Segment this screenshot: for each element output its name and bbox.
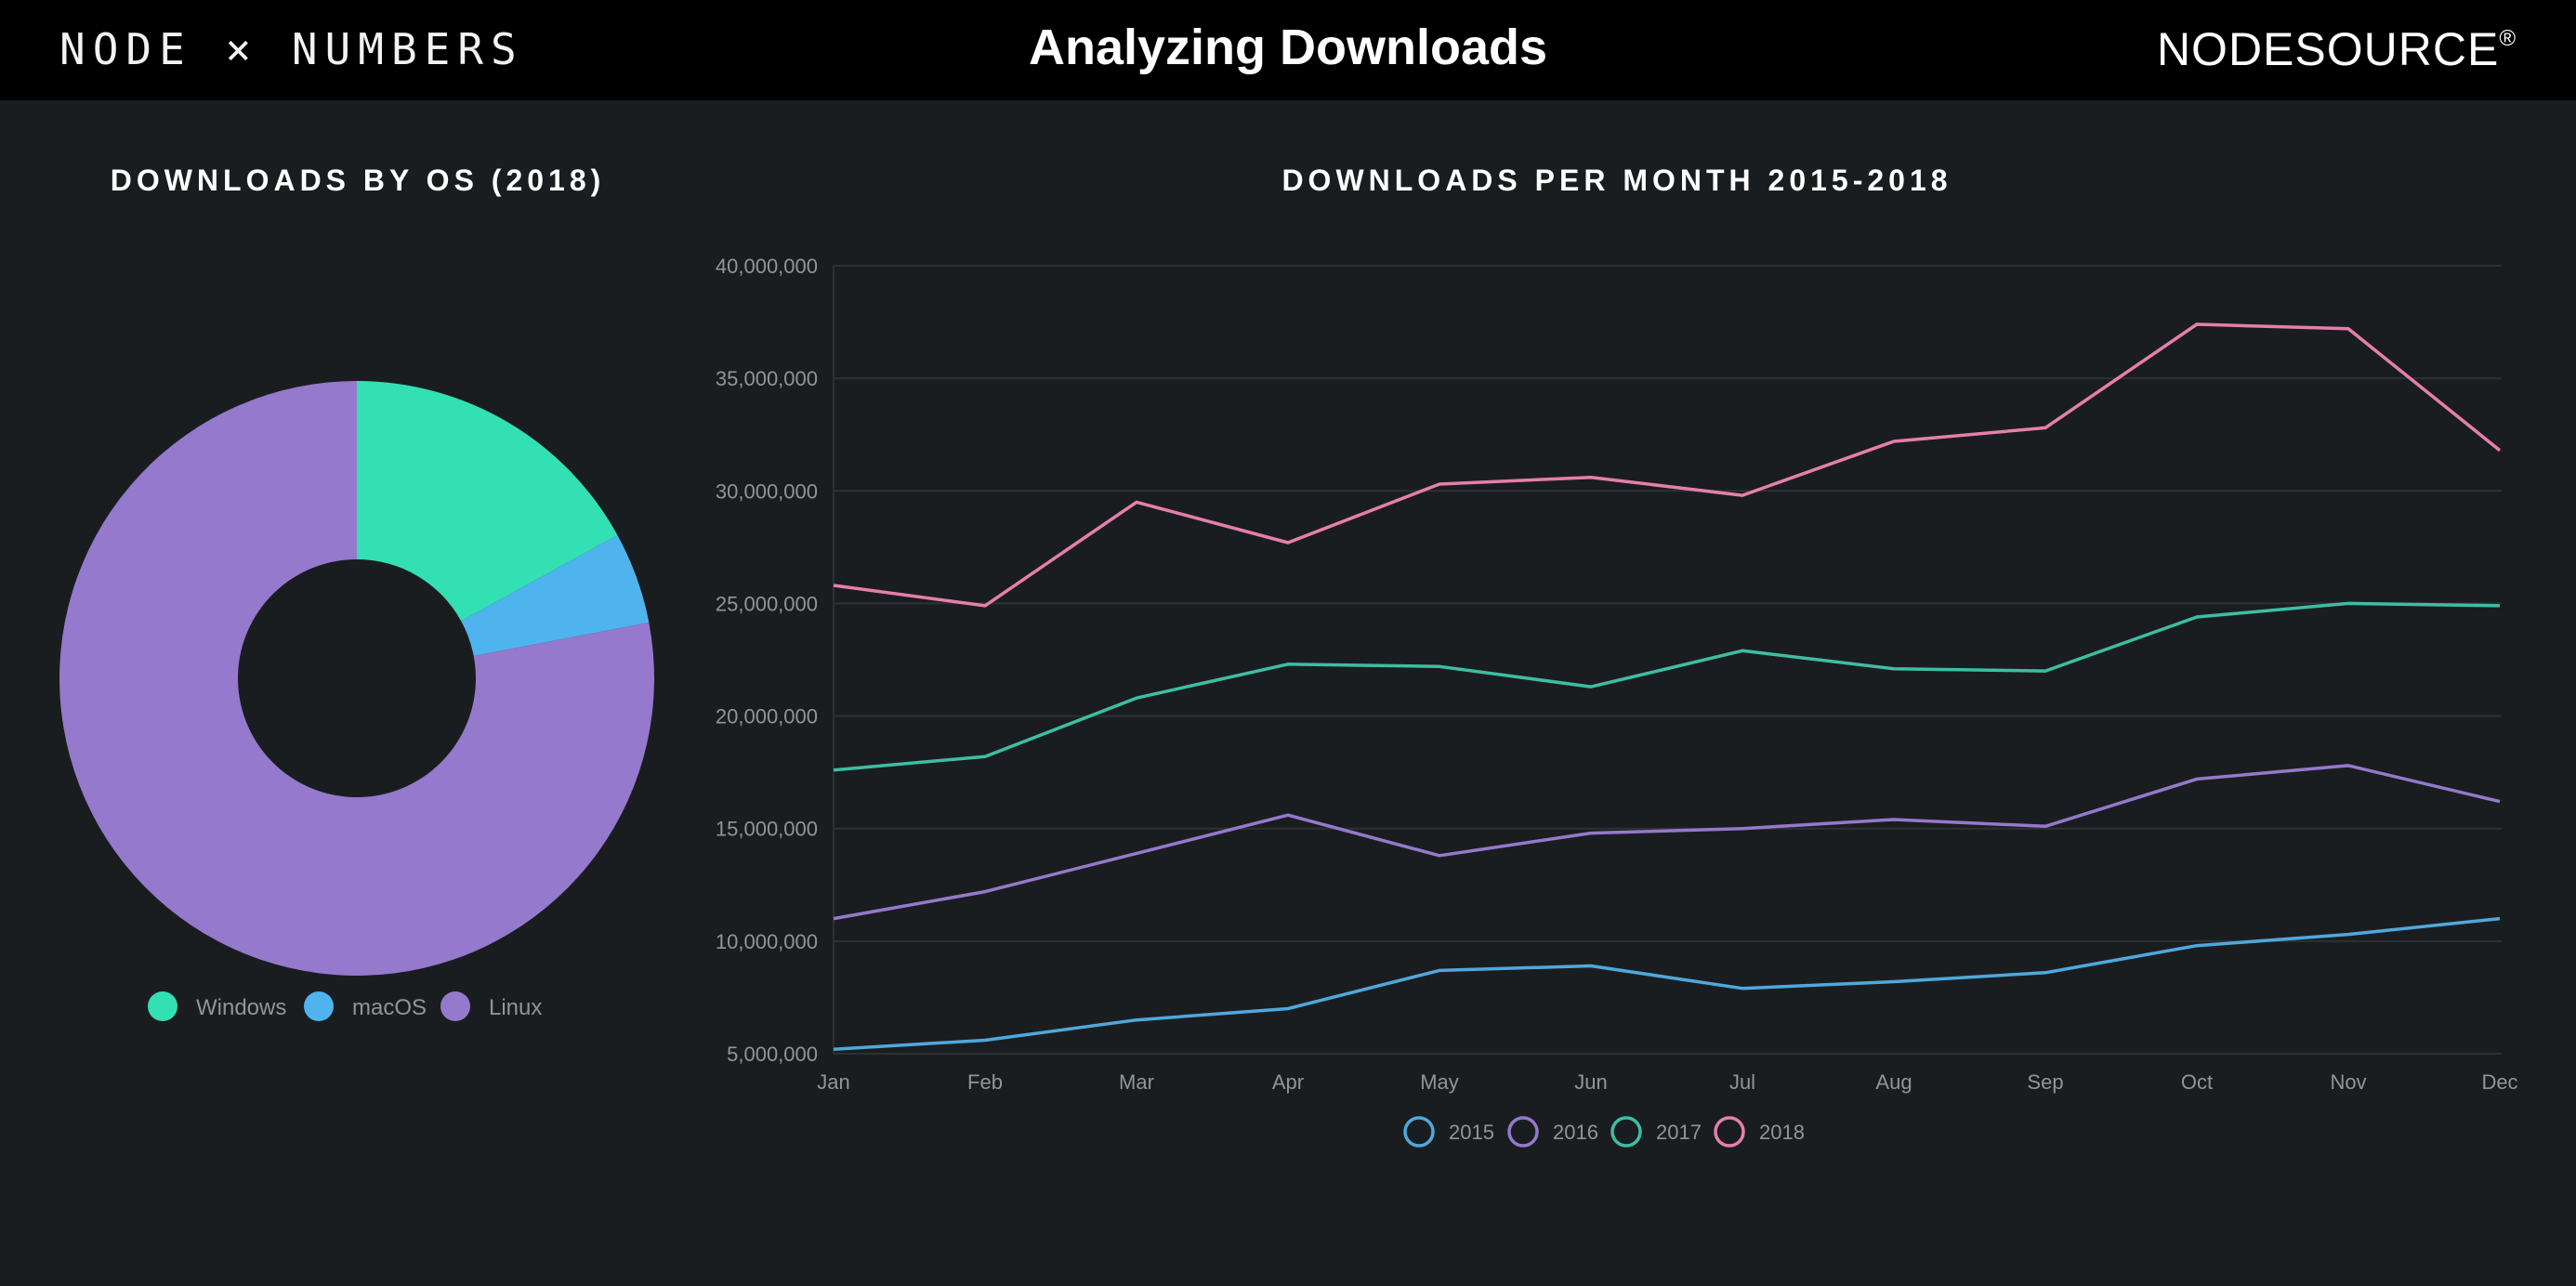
y-tick-label: 40,000,000 — [716, 255, 818, 278]
os-donut-chart: Windows macOS Linux — [59, 381, 654, 1021]
monthly-downloads-line-chart: 5,000,000 10,000,000 15,000,000 20,000,000 2… — [716, 255, 2518, 1148]
series-line-2015[interactable] — [833, 916, 2501, 1051]
pie-chart-title: DOWNLOADS BY OS (2018) — [110, 164, 606, 197]
line-legend-label: 2018 — [1759, 1121, 1805, 1144]
pie-legend-item-windows[interactable]: Windows — [148, 991, 286, 1021]
y-tick-label: 30,000,000 — [716, 479, 818, 503]
x-tick-label-jul: Jul — [1729, 1070, 1755, 1094]
x-tick-label-jan: Jan — [817, 1070, 849, 1094]
line-legend-swatch — [1714, 1116, 1745, 1148]
y-tick-label: 35,000,000 — [716, 367, 818, 390]
y-tick-label: 20,000,000 — [716, 705, 818, 728]
pie-slice-windows[interactable] — [357, 381, 618, 622]
pie-legend-label: Linux — [489, 995, 542, 1020]
y-tick-label: 25,000,000 — [716, 592, 818, 615]
line-legend-label: 2016 — [1553, 1121, 1598, 1144]
line-legend-item-2018[interactable]: 2018 — [1714, 1116, 1805, 1148]
line-legend-item-2016[interactable]: 2016 — [1507, 1116, 1598, 1148]
pie-legend-item-linux[interactable]: Linux — [440, 991, 542, 1021]
registered-mark: ® — [2499, 26, 2517, 51]
line-legend-label: 2015 — [1449, 1121, 1494, 1144]
x-tick-label-aug: Aug — [1875, 1070, 1912, 1094]
line-legend-swatch — [1610, 1116, 1642, 1148]
nodesource-logo-text: NODESOURCE — [2156, 23, 2500, 75]
x-tick-label-mar: Mar — [1119, 1070, 1154, 1094]
page-title: Analyzing Downloads — [1028, 20, 1548, 75]
series-line-2017[interactable] — [833, 601, 2501, 772]
x-tick-label-feb: Feb — [967, 1070, 1003, 1094]
brand-left-logo: NODE × NUMBERS — [59, 24, 524, 74]
pie-legend-label: macOS — [352, 995, 427, 1020]
x-tick-label-apr: Apr — [1272, 1070, 1304, 1094]
nodesource-logo[interactable]: NODESOURCE® — [2157, 22, 2517, 76]
pie-legend-swatch — [304, 991, 334, 1021]
line-chart-title: DOWNLOADS PER MONTH 2015-2018 — [1281, 164, 1952, 197]
series-line-2016[interactable] — [833, 764, 2501, 921]
pie-legend-label: Windows — [196, 995, 286, 1020]
pie-legend-item-macos[interactable]: macOS — [304, 991, 427, 1021]
pie-legend-swatch — [440, 991, 470, 1021]
pie-slice-linux[interactable] — [59, 381, 654, 976]
line-legend-label: 2017 — [1656, 1121, 1702, 1144]
line-legend-item-2017[interactable]: 2017 — [1610, 1116, 1702, 1148]
header-bar: NODE × NUMBERS Analyzing Downloads NODES… — [0, 0, 2576, 100]
y-tick-label: 15,000,000 — [716, 818, 818, 841]
x-tick-label-dec: Dec — [2481, 1070, 2517, 1094]
line-legend-swatch — [1507, 1116, 1539, 1148]
x-tick-label-may: May — [1420, 1070, 1459, 1094]
x-tick-label-jun: Jun — [1574, 1070, 1607, 1094]
line-legend-item-2015[interactable]: 2015 — [1403, 1116, 1494, 1148]
series-line-2018[interactable] — [833, 322, 2502, 608]
x-tick-label-sep: Sep — [2027, 1070, 2063, 1094]
pie-legend-swatch — [148, 991, 177, 1021]
x-tick-label-oct: Oct — [2181, 1070, 2213, 1094]
x-tick-label-nov: Nov — [2330, 1070, 2366, 1094]
pie-slice-macos[interactable] — [461, 534, 650, 657]
y-tick-label: 5,000,000 — [727, 1043, 818, 1066]
y-tick-label: 10,000,000 — [716, 930, 818, 953]
line-legend-swatch — [1403, 1116, 1435, 1148]
